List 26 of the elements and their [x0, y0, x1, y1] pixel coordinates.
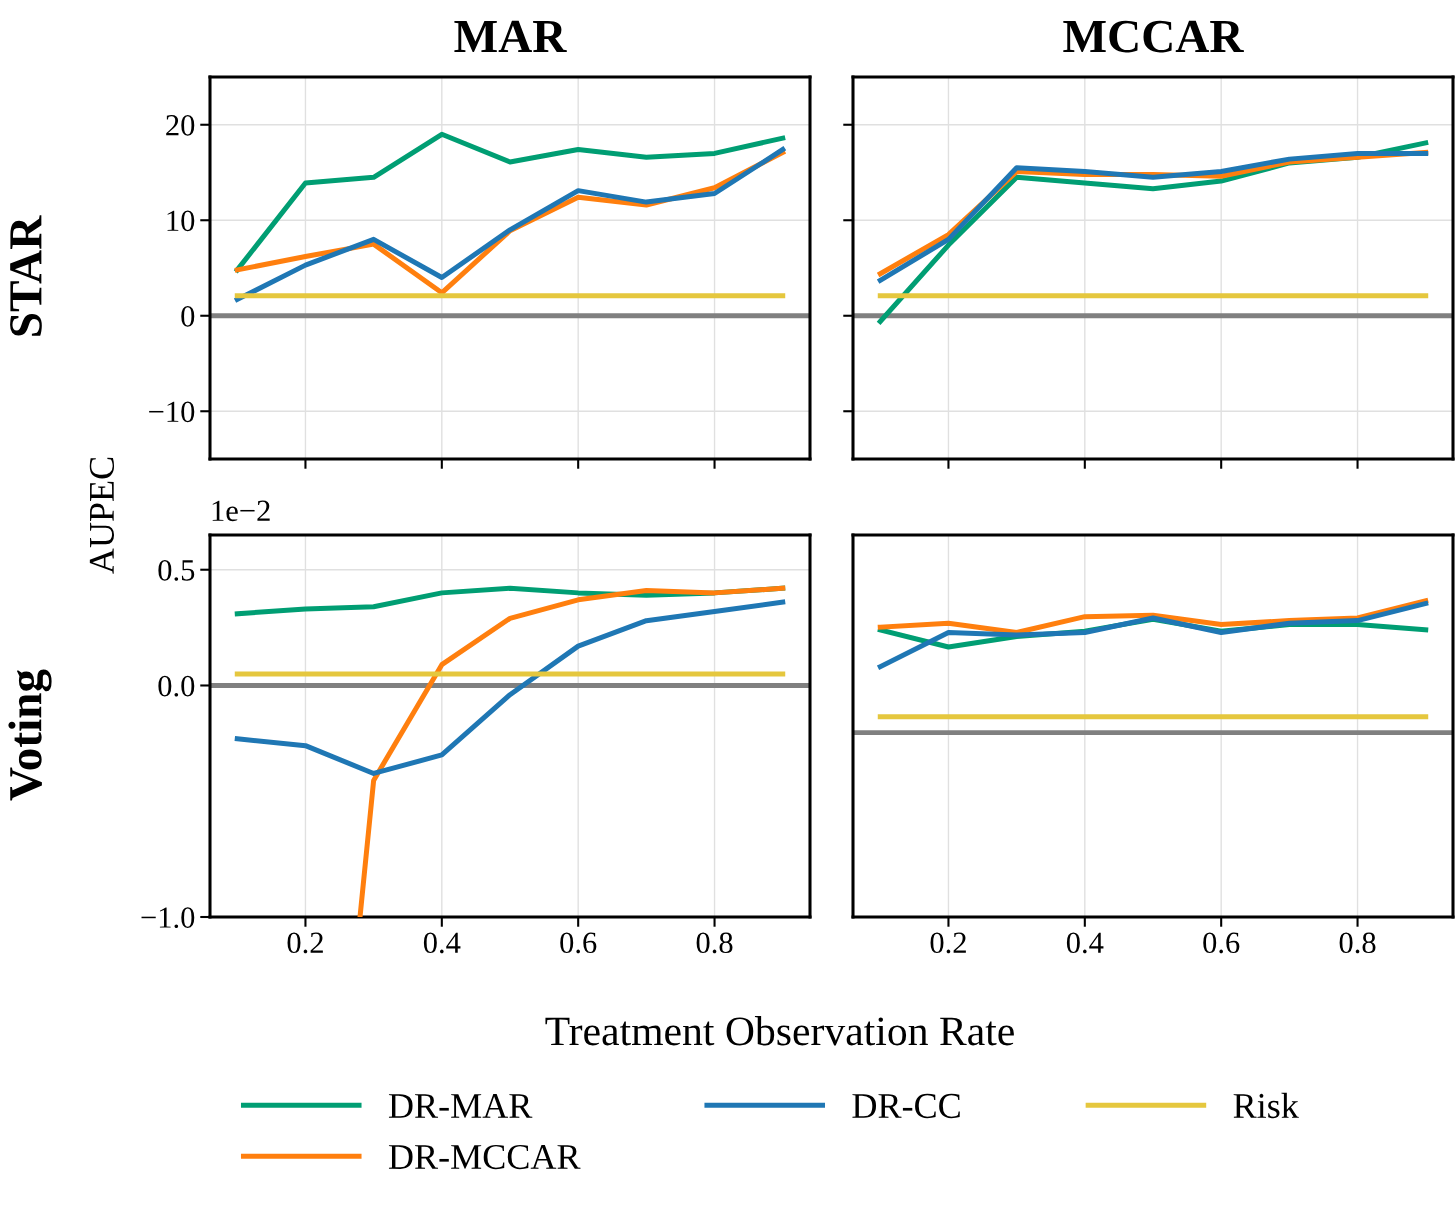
- x-tick-label: 0.6: [560, 932, 597, 954]
- x-tick-label: 0.8: [1339, 932, 1376, 954]
- text: Voting: [8, 669, 52, 801]
- y-tick-label: 10: [167, 210, 195, 232]
- legend-label: DR-MCCAR: [388, 1144, 581, 1170]
- x-tick-label: 0.2: [287, 932, 323, 954]
- x-tick-label: 0.2: [930, 932, 966, 954]
- text: 1e−2: [212, 500, 270, 522]
- legend-label: Risk: [1233, 1092, 1299, 1119]
- text: STAR: [10, 215, 42, 336]
- y-tick-label: −1.0: [141, 907, 195, 929]
- y-tick-label: 0.5: [158, 560, 195, 581]
- chart-title: MCCAR: [1063, 20, 1244, 53]
- y-tick-label: 20: [166, 115, 195, 136]
- y-tick-label: −10: [149, 401, 195, 423]
- legend-label: DR-CC: [852, 1093, 960, 1119]
- x-tick-label: 0.8: [696, 932, 733, 954]
- x-tick-label: 0.4: [423, 932, 461, 954]
- y-tick-label: 0.0: [158, 675, 195, 697]
- x-tick-label: 0.4: [1066, 932, 1104, 954]
- y-axis-title: AUPEC: [89, 457, 115, 574]
- x-axis-title: Treatment Observation Rate: [545, 1016, 1014, 1046]
- legend-label: DR-MAR: [388, 1093, 533, 1118]
- y-tick-label: 0: [181, 306, 195, 327]
- chart-title: MAR: [454, 20, 567, 52]
- x-tick-label: 0.6: [1203, 932, 1240, 954]
